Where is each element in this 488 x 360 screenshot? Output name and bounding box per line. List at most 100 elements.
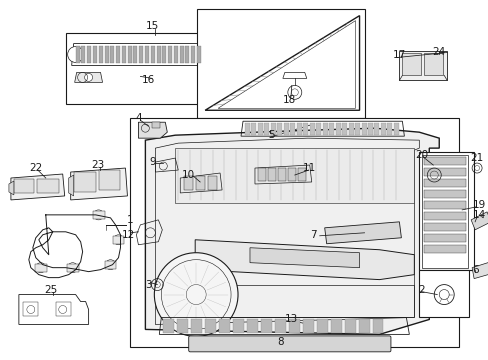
Bar [81,45,85,63]
Bar [287,168,295,181]
Bar [251,123,256,135]
Bar [104,261,116,269]
Bar [267,168,275,181]
Polygon shape [195,240,413,280]
Polygon shape [11,174,64,200]
Bar [309,123,314,135]
Bar [175,148,413,203]
Bar [399,50,447,80]
Bar [374,123,379,135]
Bar [92,211,104,219]
Bar [133,45,137,63]
Circle shape [113,235,123,245]
Bar [424,54,442,75]
Bar [261,319,271,333]
Circle shape [67,263,78,273]
Bar [139,45,143,63]
Bar [74,172,95,192]
Bar [283,123,288,135]
Bar [233,319,244,333]
Bar [110,45,114,63]
Bar [328,123,333,135]
Bar [424,168,465,176]
Bar [130,118,458,347]
Polygon shape [180,173,222,193]
Bar [99,45,102,63]
Circle shape [84,73,92,81]
Text: 17: 17 [392,50,405,60]
Bar [14,179,34,193]
Circle shape [105,260,115,270]
Bar [66,264,79,272]
Bar [37,179,59,193]
Circle shape [36,263,46,273]
Bar [277,123,282,135]
Polygon shape [71,168,127,200]
Text: 18: 18 [283,95,296,105]
Bar [258,168,265,181]
Bar [424,179,465,187]
Bar [258,123,263,135]
Circle shape [154,253,238,336]
FancyBboxPatch shape [188,336,390,352]
Polygon shape [254,165,311,184]
Bar [65,32,213,104]
Bar [196,176,205,190]
Bar [246,319,258,333]
Bar [424,201,465,209]
Bar [296,123,301,135]
Text: 1: 1 [127,215,134,225]
Polygon shape [68,175,74,196]
Bar [419,270,468,318]
Bar [219,319,229,333]
Bar [197,9,364,118]
Bar [393,123,398,135]
Text: 9: 9 [149,157,155,167]
Bar [335,123,340,135]
Bar [274,319,285,333]
Bar [277,168,285,181]
Bar [419,152,473,270]
Bar [174,45,178,63]
Bar [112,236,124,244]
Bar [156,45,160,63]
Text: 6: 6 [471,265,477,275]
Bar [127,45,131,63]
Polygon shape [471,262,488,279]
Bar [116,45,120,63]
Bar [386,123,392,135]
Text: 24: 24 [432,48,445,58]
Bar [177,319,188,333]
Bar [424,234,465,242]
Text: 19: 19 [471,200,485,210]
Circle shape [67,46,83,62]
Bar [402,54,421,75]
Text: 10: 10 [181,170,194,180]
Bar [35,264,47,272]
Bar [303,123,307,135]
Bar [361,123,366,135]
Text: 25: 25 [44,284,57,294]
Text: 3: 3 [145,280,151,289]
Bar [342,123,346,135]
Bar [264,123,269,135]
Bar [56,302,71,316]
Bar [23,302,38,316]
Bar [302,319,313,333]
Bar [288,319,299,333]
Text: 12: 12 [122,230,135,240]
Text: 22: 22 [29,163,42,173]
Bar [380,123,385,135]
Bar [205,319,216,333]
Polygon shape [138,122,167,138]
Bar [354,123,359,135]
Bar [348,123,353,135]
Bar [122,45,125,63]
Bar [76,45,80,63]
Bar [330,319,341,333]
Text: 8: 8 [277,337,283,347]
Bar [322,123,327,135]
Bar [163,319,174,333]
Circle shape [199,50,209,59]
Bar [184,176,193,190]
